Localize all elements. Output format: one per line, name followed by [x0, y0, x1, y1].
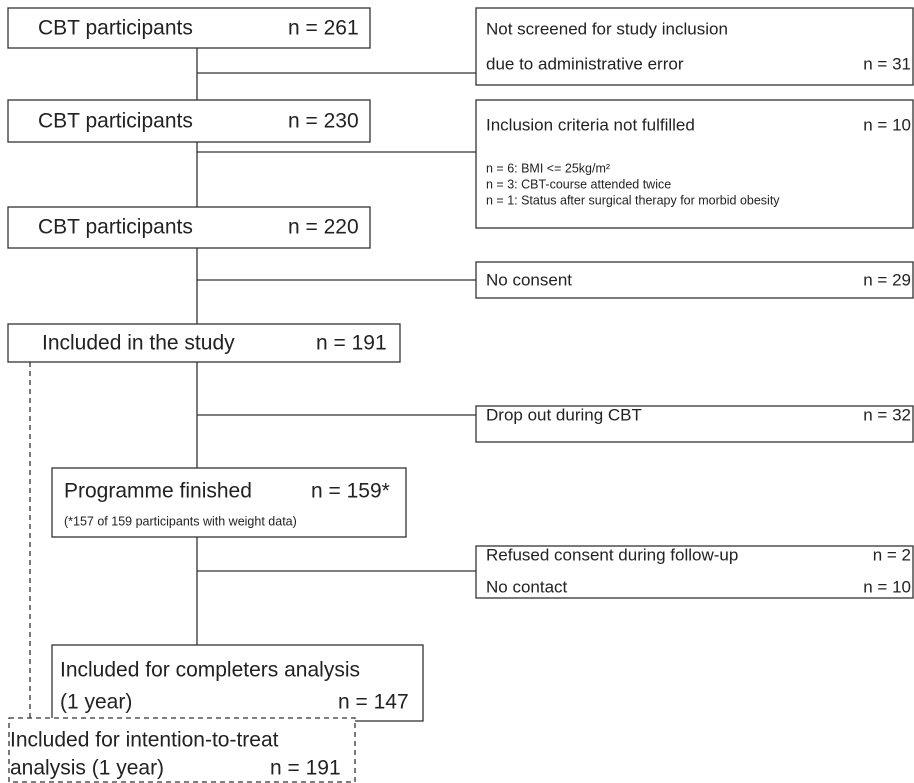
box-label: analysis (1 year)	[10, 757, 164, 780]
detail: n = 1: Status after surgical therapy for…	[486, 193, 780, 207]
box-label: CBT participants	[38, 17, 193, 40]
box-count: n = 230	[288, 110, 359, 133]
box-note: (*157 of 159 participants with weight da…	[64, 514, 297, 528]
box-label: Programme finished	[64, 480, 252, 503]
box-label: Drop out during CBT	[486, 405, 642, 424]
box	[475, 405, 914, 443]
box-count: n = 31	[863, 54, 911, 73]
box-label: No contact	[486, 577, 568, 596]
box-label: Included for intention-to-treat	[10, 729, 279, 752]
box	[475, 99, 914, 229]
box	[475, 545, 914, 599]
box-count: n = 159*	[311, 480, 390, 503]
box-label: CBT participants	[38, 110, 193, 133]
box-count: n = 32	[863, 405, 911, 424]
box-label: CBT participants	[38, 216, 193, 239]
box-label: Included in the study	[42, 332, 235, 355]
box-label: Refused consent during follow-up	[486, 545, 738, 564]
box	[475, 261, 914, 299]
box	[51, 644, 424, 722]
box	[7, 7, 371, 49]
box-count: n = 10	[863, 577, 911, 596]
box-count: n = 220	[288, 216, 359, 239]
box-label: Included for completers analysis	[60, 659, 360, 682]
box-label: Inclusion criteria not fulfilled	[486, 115, 695, 134]
box-label: No consent	[486, 270, 572, 289]
box-count: n = 10	[863, 115, 911, 134]
box-count: n = 191	[316, 332, 387, 355]
box	[7, 323, 401, 363]
box	[7, 99, 371, 143]
box-count: n = 261	[288, 17, 359, 40]
box-count: n = 147	[338, 691, 409, 714]
box-count: n = 191	[270, 757, 341, 780]
box-count: n = 29	[863, 270, 911, 289]
box-label: (1 year)	[60, 691, 132, 714]
box	[475, 7, 914, 86]
box-label: due to administrative error	[486, 54, 684, 73]
box	[51, 467, 407, 538]
detail: n = 6: BMI <= 25kg/m²	[486, 161, 610, 175]
box-count: n = 2	[873, 545, 911, 564]
dashed-box	[8, 717, 356, 783]
box	[7, 206, 371, 249]
detail: n = 3: CBT-course attended twice	[486, 177, 671, 191]
box-label: Not screened for study inclusion	[486, 19, 728, 38]
